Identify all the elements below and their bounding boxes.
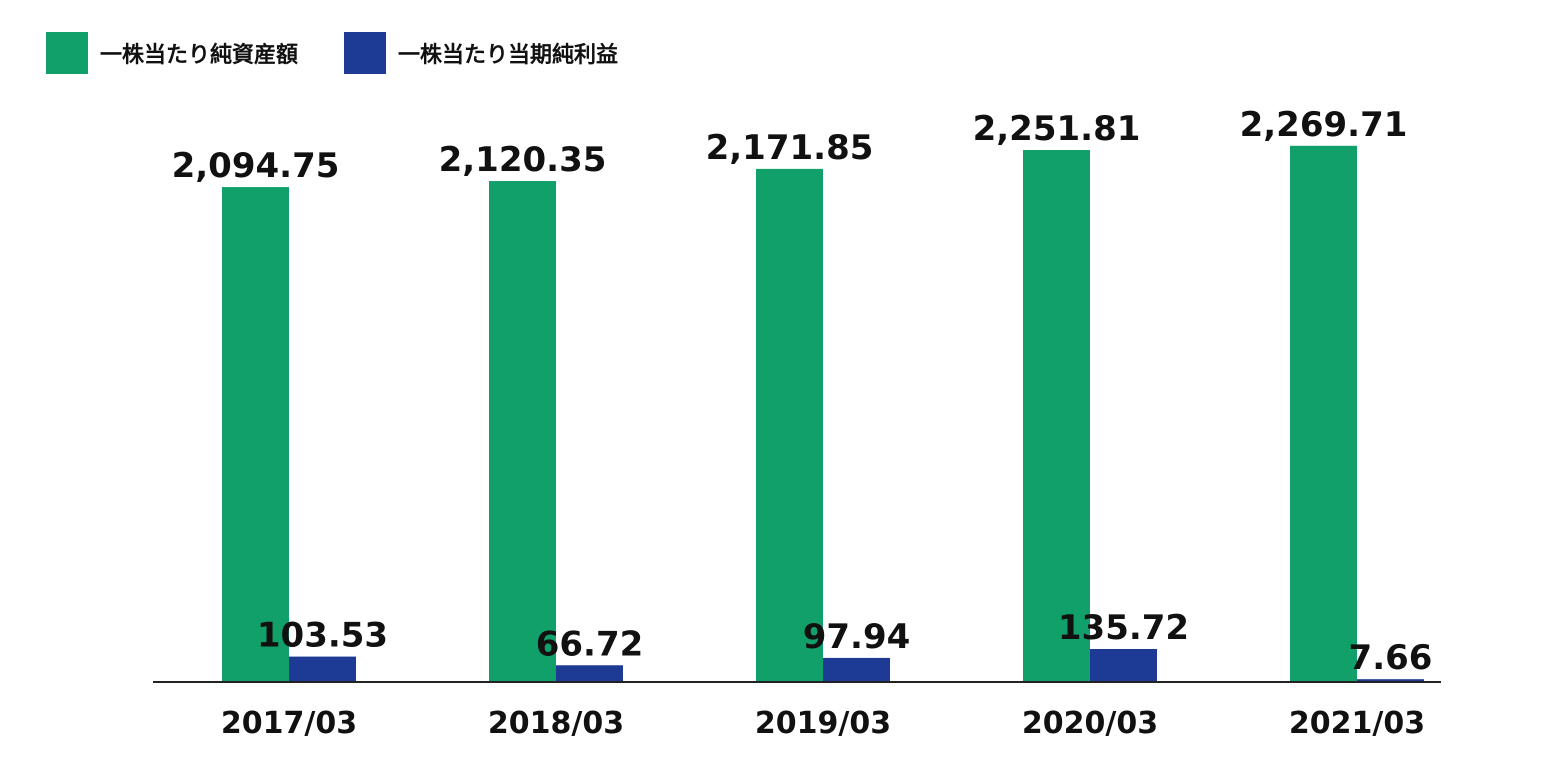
data-label-s0-3: 2,251.81 [973, 109, 1141, 149]
bar-s1-1 [556, 665, 623, 681]
data-label-s0-4: 2,269.71 [1240, 105, 1408, 145]
x-tick-label-0: 2017/03 [221, 706, 357, 741]
bar-s1-0 [289, 656, 356, 681]
legend-label-nav: 一株当たり純資産額 [100, 43, 299, 68]
bar-s1-3 [1090, 648, 1157, 681]
bar-s1-4 [1357, 679, 1424, 681]
x-tick-label-1: 2018/03 [488, 706, 624, 741]
x-tick-label-4: 2021/03 [1289, 706, 1425, 741]
data-label-s0-1: 2,120.35 [439, 140, 607, 180]
bar-s1-2 [823, 657, 890, 681]
bar-s0-0 [222, 187, 289, 681]
bar-s0-1 [489, 181, 556, 681]
bar-s0-2 [756, 168, 823, 681]
x-tick-label-3: 2020/03 [1022, 706, 1158, 741]
x-tick-label-2: 2019/03 [755, 706, 891, 741]
data-label-s1-2: 97.94 [803, 617, 911, 657]
legend-swatch-eps [344, 32, 387, 74]
data-label-s0-0: 2,094.75 [172, 146, 340, 186]
bar-s0-3 [1023, 150, 1090, 682]
legend-swatch-nav [46, 32, 88, 74]
data-label-s0-2: 2,171.85 [706, 128, 874, 168]
legend-item-nav: 一株当たり純資産額 [46, 32, 298, 74]
data-label-s1-0: 103.53 [257, 616, 388, 656]
legend-label-eps: 一株当たり当期純利益 [398, 43, 619, 68]
bar-s0-4 [1290, 145, 1357, 682]
data-label-s1-4: 7.66 [1349, 638, 1433, 678]
legend: 一株当たり純資産額 一株当たり当期純利益 [46, 32, 664, 74]
data-label-s1-3: 135.72 [1058, 608, 1189, 648]
legend-item-eps: 一株当たり当期純利益 [344, 32, 618, 74]
data-label-s1-1: 66.72 [536, 624, 644, 664]
